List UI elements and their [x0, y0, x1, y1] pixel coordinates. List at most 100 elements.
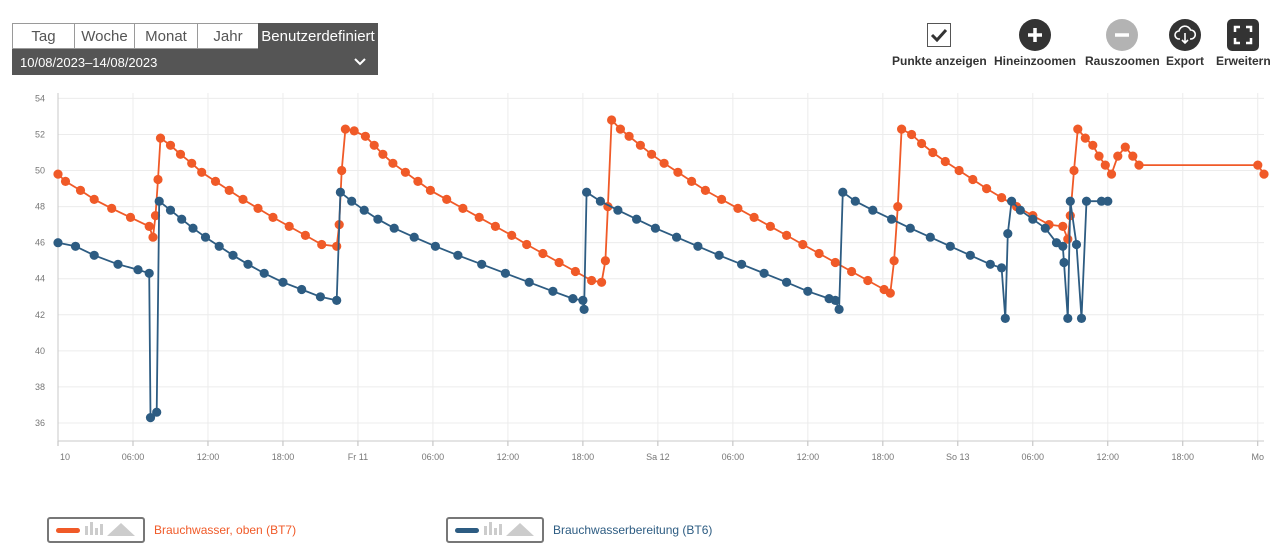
y-tick-label: 36: [35, 418, 45, 428]
data-point-bt6: [1059, 257, 1069, 268]
data-point-bt6: [887, 214, 897, 224]
data-point-bt6: [1096, 196, 1107, 206]
data-point-bt7: [153, 174, 163, 185]
data-point-bt6: [1076, 313, 1087, 323]
data-point-bt7: [522, 239, 532, 250]
x-tick-label: 06:00: [722, 452, 745, 462]
data-point-bt7: [53, 169, 63, 179]
x-tick-label: 06:00: [422, 452, 445, 462]
data-point-bt7: [624, 131, 634, 141]
data-point-bt7: [507, 230, 517, 240]
show-points-label: Punkte anzeigen: [892, 54, 987, 68]
data-point-bt6: [1000, 313, 1010, 323]
data-point-bt7: [847, 266, 857, 277]
x-tick-label: 12:00: [497, 452, 520, 462]
data-point-bt7: [885, 288, 895, 298]
chart-series: [53, 115, 1269, 423]
data-point-bt6: [905, 223, 915, 233]
y-tick-label: 54: [35, 93, 45, 103]
data-point-bt7: [982, 184, 992, 194]
data-point-bt6: [548, 286, 558, 296]
data-point-bt7: [889, 256, 899, 266]
x-tick-label: Fr 11: [348, 452, 368, 462]
data-point-bt6: [578, 295, 588, 305]
data-point-bt7: [863, 275, 873, 286]
data-point-bt6: [89, 250, 99, 260]
x-tick-label: So 13: [946, 452, 970, 462]
tab-tag[interactable]: Tag: [12, 23, 74, 49]
data-point-bt7: [830, 257, 840, 268]
data-point-bt7: [490, 221, 500, 231]
data-point-bt7: [1073, 124, 1083, 134]
x-tick-label: 18:00: [872, 452, 895, 462]
data-point-bt7: [337, 165, 347, 176]
tab-benutzerdefiniert[interactable]: Benutzerdefiniert: [258, 23, 378, 49]
y-tick-label: 38: [35, 382, 45, 392]
data-point-bt6: [188, 223, 198, 233]
data-point-bt6: [259, 268, 269, 278]
x-tick-label: 12:00: [1097, 452, 1120, 462]
data-point-bt7: [700, 185, 711, 195]
tab-jahr[interactable]: Jahr: [197, 23, 258, 49]
x-tick-label: 10: [60, 452, 70, 462]
data-point-bt7: [300, 230, 310, 240]
data-point-bt7: [635, 140, 646, 150]
data-point-bt6: [500, 268, 510, 278]
zoom-in-button[interactable]: Hineinzoomen: [994, 19, 1076, 68]
x-axis: 10 06:00 12:00 18:00 Fr 11 06:00 12:00 18:00 Sa …: [57, 93, 1264, 462]
data-point-bt6: [613, 205, 623, 215]
export-button[interactable]: Export: [1166, 19, 1204, 68]
data-point-bt6: [70, 241, 81, 251]
legend-item-bt7[interactable]: Brauchwasser, oben (BT7): [47, 517, 296, 543]
data-point-bt7: [1058, 221, 1068, 231]
data-point-bt7: [600, 256, 611, 266]
tab-monat[interactable]: Monat: [134, 23, 197, 49]
x-tick-label: 18:00: [572, 452, 595, 462]
data-point-bt7: [238, 194, 248, 204]
data-point-bt6: [335, 187, 345, 197]
x-tick-label: 12:00: [197, 452, 220, 462]
data-point-bt7: [647, 149, 657, 159]
data-point-bt6: [145, 413, 156, 423]
x-tick-label: 18:00: [1172, 452, 1195, 462]
data-point-bt7: [442, 194, 452, 204]
data-point-bt6: [693, 241, 703, 251]
data-point-bt6: [524, 277, 534, 287]
data-point-bt7: [673, 167, 683, 177]
data-point-bt7: [60, 176, 71, 186]
data-point-bt7: [1259, 169, 1269, 179]
data-point-bt7: [155, 133, 166, 143]
expand-button[interactable]: Erweitern: [1216, 19, 1271, 68]
data-point-bt7: [210, 176, 221, 186]
data-point-bt7: [474, 212, 484, 222]
data-point-bt7: [997, 193, 1007, 203]
data-point-bt7: [615, 124, 626, 134]
data-point-bt7: [187, 158, 197, 168]
zoom-out-button[interactable]: Rauszoomen: [1085, 19, 1160, 68]
data-point-bt6: [243, 259, 253, 269]
tab-woche[interactable]: Woche: [74, 23, 134, 49]
expand-label: Erweitern: [1216, 54, 1271, 68]
period-selector: Tag Woche Monat Jahr Benutzerdefiniert 1…: [12, 23, 378, 75]
data-point-bt7: [897, 124, 907, 134]
data-point-bt6: [409, 232, 419, 242]
legend-label-bt7: Brauchwasser, oben (BT7): [154, 523, 297, 537]
data-point-bt7: [733, 203, 743, 213]
data-point-bt7: [340, 124, 350, 134]
data-point-bt6: [278, 277, 288, 287]
data-point-bt7: [928, 147, 938, 158]
y-tick-label: 52: [35, 129, 45, 139]
show-points-toggle[interactable]: Punkte anzeigen: [892, 19, 987, 68]
data-point-bt7: [1080, 133, 1090, 143]
data-point-bt7: [284, 221, 294, 231]
data-point-bt7: [224, 185, 234, 195]
data-point-bt6: [1040, 223, 1050, 233]
data-point-bt7: [150, 211, 161, 221]
date-range-dropdown[interactable]: 10/08/2023–14/08/2023: [12, 49, 378, 75]
temperature-chart[interactable]: 36 38 40 42 44 46 48 50 52 54 10 06:00 12:00 18:00 Fr…: [0, 0, 1280, 480]
minus-icon: [1106, 19, 1139, 51]
checkbox-icon[interactable]: [927, 23, 952, 47]
data-point-bt7: [413, 176, 423, 186]
data-point-bt7: [89, 194, 99, 204]
legend-item-bt6[interactable]: Brauchwasserbereitung (BT6): [446, 517, 712, 543]
